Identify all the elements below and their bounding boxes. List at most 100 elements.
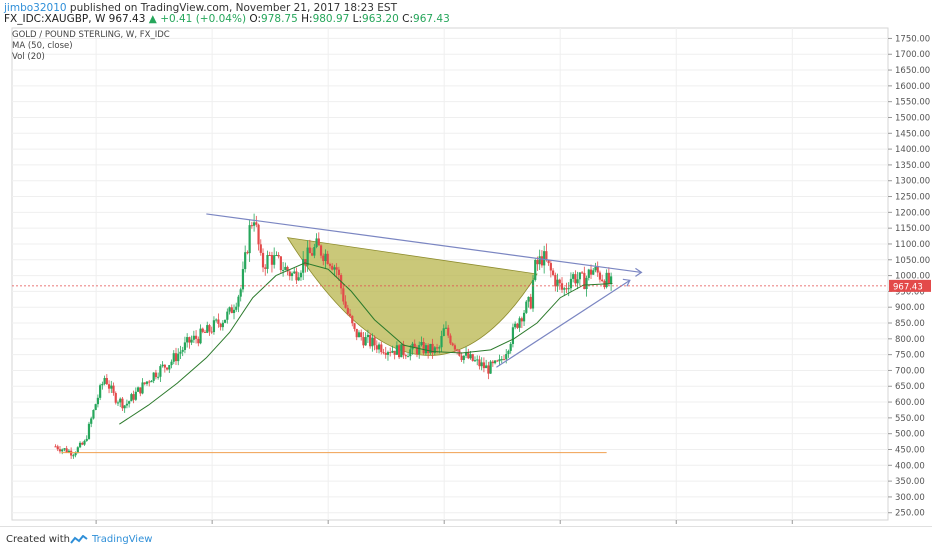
candle-body (90, 418, 93, 424)
quote-header: FX_IDC:XAUGBP, W 967.43 ▲ +0.41 (+0.04%)… (4, 13, 450, 25)
y-tick-label: 650.00 (895, 382, 925, 392)
legend-symbol[interactable]: GOLD / POUND STERLING, W, FX_IDC (12, 30, 170, 40)
candle-body (186, 337, 189, 343)
candle-body (400, 344, 403, 358)
candle-body (255, 222, 258, 225)
candle-body (264, 267, 267, 269)
candle-body (556, 279, 559, 287)
candle-body (284, 266, 287, 270)
last-price-badge-label: 967.43 (893, 282, 923, 292)
candle-body (81, 442, 84, 445)
up-arrow-icon: ▲ (148, 13, 157, 25)
candle-body (538, 256, 541, 265)
candle-body (261, 252, 265, 268)
candle-body (54, 446, 57, 448)
upper-trendline (206, 213, 642, 274)
candle-body (592, 270, 595, 275)
candle-body (114, 393, 117, 403)
candle-body (328, 263, 332, 266)
candle-body (78, 442, 82, 448)
candle-body (61, 449, 64, 452)
candle-body (449, 335, 452, 344)
candle-body (313, 247, 316, 256)
candle-body (424, 345, 428, 354)
candle-body (143, 382, 146, 384)
candle-body (489, 361, 492, 374)
candle-body (179, 351, 182, 354)
candle-body (360, 332, 363, 338)
candle-body (257, 224, 260, 245)
candle-body (201, 328, 204, 332)
candle-body (181, 349, 184, 352)
candle-body (471, 354, 474, 361)
candle-body (469, 354, 472, 359)
candle-body (92, 410, 95, 419)
low-value: 963.20 (362, 13, 399, 25)
y-tick-label: 900.00 (895, 303, 925, 313)
candle-body (107, 384, 111, 389)
candle-body (453, 345, 457, 350)
candle-body (141, 382, 144, 394)
candle-body (442, 328, 445, 337)
candle-body (362, 337, 365, 346)
candle-body (487, 365, 490, 374)
candle-body (578, 272, 581, 280)
y-tick-label: 350.00 (895, 477, 925, 487)
candle-body (554, 274, 557, 287)
candle-body (85, 438, 88, 441)
y-tick-label: 1100.00 (895, 240, 930, 250)
candle-body (404, 355, 407, 357)
y-tick-label: 1350.00 (895, 161, 930, 171)
candle-body (248, 225, 251, 254)
legend-ma[interactable]: MA (50, close) (12, 41, 73, 51)
price-axis[interactable]: 250.00 300.00 350.00 400.00 450.00 500.00 550.… (888, 34, 931, 519)
candle-body (286, 266, 289, 272)
candle-body (596, 266, 599, 273)
candle-body (170, 361, 173, 366)
candle-body (567, 288, 570, 290)
candle-body (460, 355, 463, 361)
candle-body (76, 447, 79, 453)
tradingview-link[interactable]: TradingView (92, 534, 153, 545)
candle-body (380, 344, 383, 353)
candle-body (112, 385, 115, 394)
candle-body (148, 381, 151, 383)
y-tick-label: 1150.00 (895, 224, 930, 234)
candle-body (194, 335, 198, 339)
legend-vol[interactable]: Vol (20) (12, 52, 45, 62)
candle-body (192, 335, 195, 340)
candle-body (420, 342, 423, 346)
publish-info: published on TradingView.com, November 2… (69, 2, 398, 14)
candle-body (306, 247, 309, 266)
candle-body (125, 403, 129, 406)
candle-body (534, 259, 537, 281)
candle-body (87, 423, 91, 439)
author-link[interactable]: jimbo32010 (4, 2, 67, 14)
high-value: 980.97 (312, 13, 350, 25)
candle-body (498, 359, 501, 362)
candle-body (609, 276, 613, 284)
candle-body (110, 385, 113, 389)
candle-body (130, 394, 133, 402)
open-value: 978.75 (261, 13, 298, 25)
publish-header: jimbo32010 published on TradingView.com,… (4, 2, 397, 14)
candle-body (219, 323, 222, 328)
candle-body (467, 352, 470, 359)
candle-body (583, 272, 586, 290)
candle-body (58, 449, 62, 452)
candle-body (565, 288, 568, 290)
y-tick-label: 850.00 (895, 319, 925, 329)
candle-body (389, 352, 392, 354)
candle-body (335, 267, 338, 270)
candle-body (462, 355, 465, 361)
candle-body (369, 334, 372, 347)
open-label: O: (249, 13, 262, 25)
candle-body (485, 365, 488, 369)
candle-body (522, 312, 526, 322)
candle-body (444, 327, 448, 329)
candle-body (518, 318, 521, 328)
y-tick-label: 450.00 (895, 445, 925, 455)
candle-body (123, 405, 126, 409)
candle-body (199, 328, 202, 344)
